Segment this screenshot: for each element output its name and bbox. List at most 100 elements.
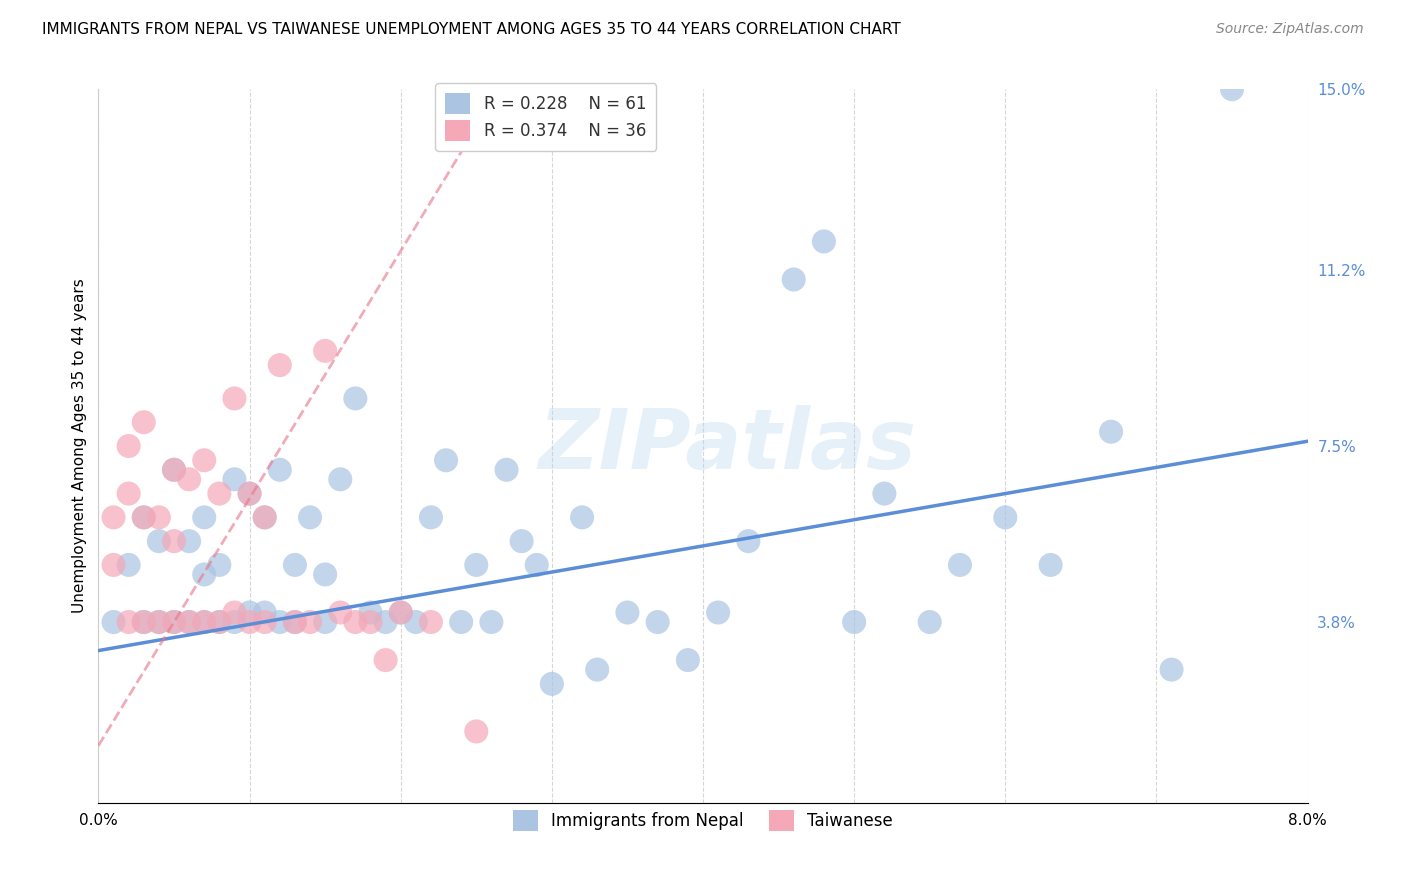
Point: [465, 724, 488, 739]
Point: [314, 615, 336, 629]
Point: [1220, 82, 1243, 96]
Point: [148, 615, 170, 629]
Point: [148, 510, 170, 524]
Point: [179, 472, 201, 486]
Point: [163, 615, 186, 629]
Point: [918, 615, 941, 629]
Point: [193, 567, 215, 582]
Point: [873, 486, 896, 500]
Point: [118, 439, 141, 453]
Point: [224, 606, 246, 620]
Point: [239, 606, 262, 620]
Point: [540, 677, 562, 691]
Point: [737, 534, 759, 549]
Point: [269, 615, 291, 629]
Point: [103, 510, 125, 524]
Point: [1160, 663, 1182, 677]
Y-axis label: Unemployment Among Ages 35 to 44 years: Unemployment Among Ages 35 to 44 years: [72, 278, 87, 614]
Point: [148, 615, 170, 629]
Point: [193, 615, 215, 629]
Point: [224, 392, 246, 406]
Point: [420, 615, 443, 629]
Point: [949, 558, 972, 572]
Point: [208, 486, 231, 500]
Point: [224, 472, 246, 486]
Point: [132, 615, 155, 629]
Point: [208, 558, 231, 572]
Point: [193, 615, 215, 629]
Point: [163, 463, 186, 477]
Point: [132, 615, 155, 629]
Point: [586, 663, 609, 677]
Point: [193, 453, 215, 467]
Point: [118, 615, 141, 629]
Point: [314, 567, 336, 582]
Point: [707, 606, 730, 620]
Point: [571, 510, 593, 524]
Point: [374, 653, 396, 667]
Point: [193, 510, 215, 524]
Point: [208, 615, 231, 629]
Legend: Immigrants from Nepal, Taiwanese: Immigrants from Nepal, Taiwanese: [506, 804, 900, 838]
Point: [481, 615, 503, 629]
Point: [676, 653, 699, 667]
Point: [253, 510, 276, 524]
Point: [374, 615, 396, 629]
Point: [132, 510, 155, 524]
Point: [510, 534, 533, 549]
Text: IMMIGRANTS FROM NEPAL VS TAIWANESE UNEMPLOYMENT AMONG AGES 35 TO 44 YEARS CORREL: IMMIGRANTS FROM NEPAL VS TAIWANESE UNEMP…: [42, 22, 901, 37]
Point: [813, 235, 835, 249]
Point: [148, 534, 170, 549]
Point: [783, 272, 806, 286]
Point: [269, 463, 291, 477]
Point: [253, 615, 276, 629]
Point: [103, 615, 125, 629]
Point: [360, 606, 382, 620]
Point: [239, 615, 262, 629]
Point: [329, 472, 352, 486]
Point: [103, 558, 125, 572]
Point: [269, 358, 291, 372]
Point: [239, 486, 262, 500]
Point: [284, 615, 307, 629]
Point: [253, 510, 276, 524]
Point: [994, 510, 1017, 524]
Point: [526, 558, 548, 572]
Point: [118, 558, 141, 572]
Point: [239, 486, 262, 500]
Point: [450, 615, 472, 629]
Point: [163, 615, 186, 629]
Point: [389, 606, 412, 620]
Point: [208, 615, 231, 629]
Point: [344, 392, 367, 406]
Point: [465, 558, 488, 572]
Point: [420, 510, 443, 524]
Point: [299, 510, 322, 524]
Point: [844, 615, 866, 629]
Point: [224, 615, 246, 629]
Point: [360, 615, 382, 629]
Point: [389, 606, 412, 620]
Point: [434, 453, 457, 467]
Point: [344, 615, 367, 629]
Point: [179, 615, 201, 629]
Text: ZIPatlas: ZIPatlas: [538, 406, 917, 486]
Point: [132, 415, 155, 429]
Point: [616, 606, 638, 620]
Point: [329, 606, 352, 620]
Point: [132, 510, 155, 524]
Point: [179, 534, 201, 549]
Point: [1039, 558, 1062, 572]
Point: [179, 615, 201, 629]
Point: [284, 558, 307, 572]
Point: [405, 615, 427, 629]
Point: [284, 615, 307, 629]
Point: [495, 463, 517, 477]
Point: [314, 343, 336, 358]
Text: Source: ZipAtlas.com: Source: ZipAtlas.com: [1216, 22, 1364, 37]
Point: [163, 463, 186, 477]
Point: [647, 615, 669, 629]
Point: [1099, 425, 1122, 439]
Point: [299, 615, 322, 629]
Point: [253, 606, 276, 620]
